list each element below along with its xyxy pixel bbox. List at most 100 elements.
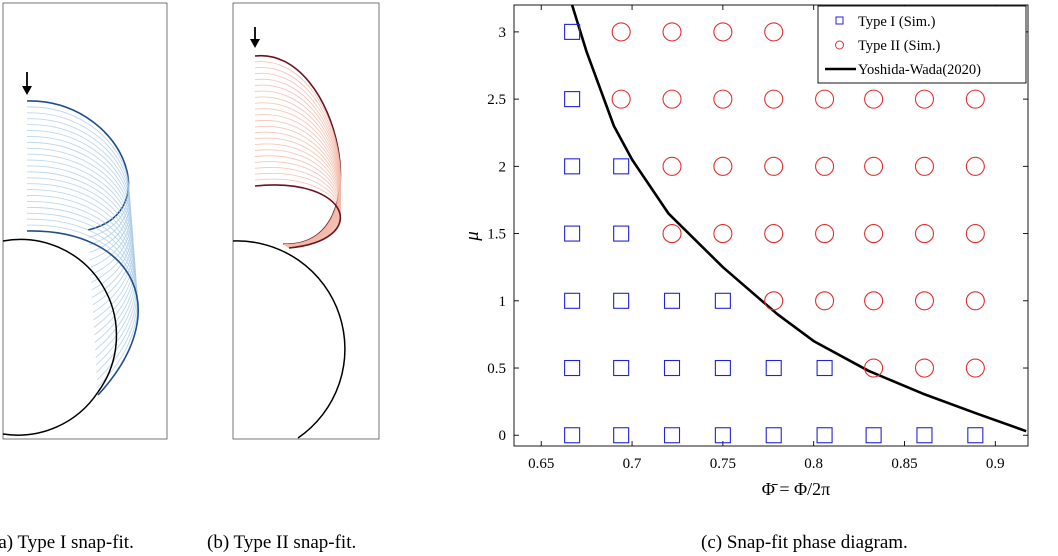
type1-square-marker [816, 359, 833, 377]
panel-a-curve [26, 195, 136, 351]
x-tick-label: 0.65 [528, 456, 554, 472]
legend-type1-square-icon [835, 16, 844, 25]
plot-area-frame [513, 4, 1029, 447]
type2-circle-marker [864, 156, 884, 176]
type2-circle-marker [662, 89, 682, 109]
type2-circle-marker [965, 291, 985, 311]
type2-circle-marker [815, 224, 835, 244]
panel-a-curve [26, 177, 135, 328]
panel-b-curve [254, 155, 341, 248]
caption-a: (a) Type I snap-fit. [0, 532, 134, 553]
panel-a-curve [26, 153, 133, 298]
type1-square-marker [967, 427, 984, 444]
panel-a-curve [26, 159, 134, 306]
panel-b-curve [254, 131, 341, 247]
type2-circle-marker [764, 89, 784, 109]
type2-circle-marker [764, 156, 784, 176]
panel-a-curve [26, 118, 131, 253]
type2-circle-marker [713, 224, 733, 244]
type1-square-marker [663, 292, 681, 309]
type2-circle-marker [914, 156, 935, 176]
type2-circle-marker [764, 291, 784, 311]
y-tick-label: 1 [499, 294, 507, 310]
type2-circle-marker [815, 291, 835, 311]
type1-square-marker [564, 158, 581, 175]
panel-b-curve-family [254, 55, 342, 249]
y-tick-label: 0.5 [487, 361, 506, 377]
panel-b-curve [254, 61, 341, 245]
type2-circle-marker [764, 22, 784, 42]
panel-b-curve [254, 184, 342, 249]
type2-circle-marker [864, 224, 884, 244]
panel-b-curve [254, 161, 341, 248]
type2-circle-marker [815, 89, 835, 109]
type1-square-marker [865, 427, 882, 444]
type1-square-marker [765, 427, 782, 444]
panel-a-curve [26, 100, 130, 231]
y-tick-label: 0 [499, 428, 507, 444]
type2-circle-marker [662, 22, 682, 42]
panel-b-curve [254, 137, 341, 247]
y-axis-ticks: 0 0.5 1 1.5 2 2.5 3 [487, 25, 1028, 444]
x-axis-label: Φ̄ = Φ/2π [762, 479, 831, 499]
yoshida-wada-curve [570, 4, 1027, 433]
data-markers [564, 22, 985, 444]
type1-square-marker [613, 225, 630, 242]
panel-b-frame [232, 2, 380, 440]
panel-a-curve [26, 230, 139, 396]
type1-square-marker [765, 359, 782, 377]
legend-type2-circle-icon [835, 40, 844, 50]
type2-circle-marker [965, 89, 985, 109]
type2-circle-marker [662, 156, 682, 176]
type2-circle-marker [864, 358, 884, 378]
panel-a-curve [26, 218, 138, 381]
panel-a-curve [26, 112, 130, 246]
panel-b-curve [254, 149, 341, 248]
type2-circle-marker [815, 156, 835, 176]
panel-a-cylinder [2, 238, 118, 393]
panel-a-curve [26, 147, 133, 291]
panel-a-curve [26, 165, 134, 313]
panel-a-cylinder-bottom [2, 391, 99, 436]
phase-diagram: 0.65 0.7 0.75 0.8 0.85 0.9 0 0.5 1 1.5 2 2.5 3 μ Φ̄… [462, 4, 1029, 499]
panel-b-curve [254, 79, 341, 246]
panel-a-curve [26, 189, 136, 343]
type2-circle-marker [864, 89, 884, 109]
type2-circle-marker [965, 224, 985, 244]
type2-circle-marker [611, 22, 631, 42]
type2-circle-marker [965, 358, 985, 378]
type2-circle-marker [713, 156, 733, 176]
y-tick-label: 2.5 [487, 92, 506, 108]
type1-square-marker [714, 292, 731, 309]
type2-circle-marker [764, 224, 784, 244]
type1-square-marker [663, 359, 681, 377]
type1-square-marker [613, 292, 630, 309]
panel-b-curve [254, 126, 341, 247]
type2-circle-marker [914, 224, 935, 244]
type1-square-marker [714, 427, 731, 444]
panel-b-curve [254, 55, 342, 245]
type1-square-marker [816, 427, 833, 444]
y-tick-label: 1.5 [487, 227, 506, 243]
y-tick-label: 2 [499, 159, 507, 175]
panel-a-curve [26, 206, 137, 366]
type2-circle-marker [713, 22, 733, 42]
panel-a-curve [26, 212, 138, 373]
yoshida-wada-line [570, 4, 1027, 433]
type2-circle-marker [914, 358, 935, 378]
panel-a-curve [26, 124, 131, 261]
panel-a-curve [26, 224, 139, 388]
type2-circle-marker [713, 89, 733, 109]
panel-a-curve [26, 183, 135, 336]
type1-square-marker [613, 427, 630, 444]
caption-c: (c) Snap-fit phase diagram. [701, 532, 908, 553]
panel-b [232, 2, 380, 440]
type1-square-marker [613, 158, 630, 175]
type1-square-marker [613, 359, 630, 377]
legend-line-label: Yoshida-Wada(2020) [858, 62, 981, 78]
panel-b-load-arrow-icon [250, 27, 260, 48]
type2-circle-marker [662, 224, 682, 244]
panel-a-curve-family [26, 100, 139, 396]
type2-circle-marker [914, 89, 935, 109]
